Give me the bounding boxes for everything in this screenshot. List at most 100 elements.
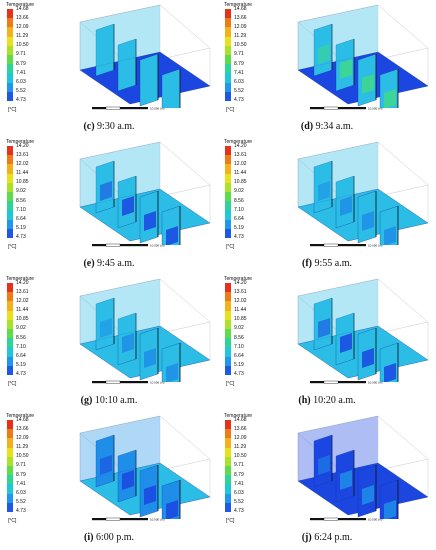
scale-seg: [323, 243, 339, 247]
color-bar-segment: [7, 328, 13, 339]
back-wall: [297, 141, 379, 208]
temperature-patch: [362, 211, 374, 231]
color-bar-segment: [7, 201, 13, 211]
color-bar-segment: [7, 456, 13, 466]
scale-bar: 10.000 (m): [310, 243, 383, 247]
scale-end-label: 10.000 (m): [150, 243, 165, 247]
legend-tick-label: 13.66: [16, 15, 29, 22]
legend-title: Temperature: [224, 139, 253, 145]
legend-title: Temperature: [224, 276, 253, 282]
scale-end-label: 10.000 (m): [368, 380, 383, 384]
legend-unit: [°C]: [8, 381, 17, 387]
legend-tick-label: 9.71: [234, 51, 244, 58]
legend-tick-label: 8.79: [16, 471, 26, 478]
color-bar-segment: [225, 27, 231, 37]
legend-tick-label: 10.50: [234, 42, 247, 49]
caption: (c) 9:30 a.m.: [0, 121, 218, 133]
scale-seg: [105, 106, 121, 110]
temperature-patch: [166, 226, 178, 245]
panel-d: Temperature 14.68 13.66 12.09 11.29 10.50 9.7…: [218, 0, 436, 137]
scale-seg: [310, 381, 324, 384]
color-bar-segment: [225, 292, 231, 302]
temperature-patch: [362, 485, 374, 505]
color-bar-segment: [7, 173, 13, 183]
temperature-patch: [384, 226, 396, 245]
panel-i: Temperature 14.68 13.66 12.09 11.29 10.50 9.7…: [0, 411, 218, 548]
scale-seg: [338, 107, 366, 110]
legend-tick-label: 9.02: [16, 188, 26, 195]
model-geometry: [297, 415, 429, 519]
temperature-patch: [384, 89, 396, 108]
legend-title: Temperature: [6, 276, 35, 282]
color-bar-segment: [225, 502, 231, 512]
scale-seg: [105, 380, 121, 384]
color-bar-segment: [7, 182, 13, 192]
color-bar-segment: [7, 502, 13, 512]
color-bar-segment: [225, 228, 231, 238]
panel-g: Temperature 14.20 13.61 12.02 11.44 10.85 9.0…: [0, 274, 218, 411]
caption-time: 10:20 a.m.: [313, 395, 356, 406]
legend-ticks: 14.20 13.61 12.02 11.44 10.85 9.02 8.56 7.10 6.6…: [234, 144, 247, 240]
legend-tick-label: 11.29: [234, 444, 247, 451]
building-model: [297, 141, 429, 245]
scale-seg: [310, 107, 324, 110]
temperature-patch: [122, 333, 134, 353]
color-bar-segment: [225, 219, 231, 229]
legend-tick-label: 14.20: [234, 280, 247, 286]
caption-letter: (f): [302, 258, 312, 269]
caption: (h) 10:20 a.m.: [218, 395, 436, 407]
scale-seg: [105, 517, 121, 521]
legend-unit: [°C]: [226, 244, 235, 250]
caption: (f) 9:55 a.m.: [218, 258, 436, 270]
scale-end-label: 10.000 (m): [150, 380, 165, 384]
caption: (i) 6:00 p.m.: [0, 532, 218, 544]
panel-c: Temperature 14.68 13.66 12.09 11.29 10.50 9.7…: [0, 0, 218, 137]
scale-seg: [92, 518, 106, 521]
legend-tick-label: 10.85: [234, 179, 247, 186]
legend-tick-label: 4.73: [16, 96, 26, 103]
caption-time: 10:10 a.m.: [94, 395, 138, 406]
caption-letter: (c): [83, 121, 95, 132]
color-bar-segment: [225, 420, 231, 430]
legend-tick-label: 4.73: [16, 507, 26, 514]
color-bar-segment: [225, 36, 231, 46]
color-bar-segment: [225, 82, 231, 92]
color-bar-segment: [225, 54, 231, 65]
color-bar: [7, 283, 13, 375]
legend-tick-label: 13.66: [16, 426, 29, 433]
legend-tick-label: 12.02: [16, 298, 29, 305]
legend-tick-label: 14.68: [16, 6, 29, 12]
temperature-patch: [100, 318, 112, 338]
legend-tick-label: 8.79: [234, 471, 244, 478]
legend-ticks: 14.68 13.66 12.09 11.29 10.50 9.71 8.79 7.41 6.0…: [16, 418, 29, 514]
color-bar-segment: [7, 465, 13, 476]
scale-seg: [310, 518, 324, 521]
legend-tick-label: 13.61: [234, 152, 247, 159]
legend-tick-label: 10.85: [234, 316, 247, 323]
legend-tick-label: 14.20: [234, 143, 247, 149]
color-bar-segment: [7, 493, 13, 503]
legend-ticks: 14.20 13.61 12.02 11.44 10.85 9.02 8.56 7.10 6.6…: [16, 281, 29, 377]
color-bar-segment: [225, 283, 231, 293]
legend-tick-label: 13.61: [234, 289, 247, 296]
color-bar-segment: [7, 228, 13, 238]
scale-seg: [120, 244, 148, 247]
color-bar-segment: [225, 182, 231, 192]
building-model: [297, 415, 429, 519]
scale-bar: 10.000 (m): [92, 243, 165, 247]
legend-unit: [°C]: [8, 244, 17, 250]
legend-tick-label: 14.20: [16, 143, 29, 149]
legend-tick-label: 6.03: [16, 489, 26, 496]
scale-seg: [105, 243, 121, 247]
model-geometry: [297, 141, 429, 245]
color-bar-segment: [7, 210, 13, 220]
scale-seg: [310, 244, 324, 247]
legend-tick-label: 10.50: [16, 42, 29, 49]
legend-tick-label: 12.02: [16, 161, 29, 168]
caption-letter: (e): [83, 258, 95, 269]
scale-bar: 10.000 (m): [310, 380, 383, 384]
color-bar-segment: [225, 347, 231, 357]
legend-tick-label: 5.19: [16, 224, 26, 231]
temperature-patch: [318, 455, 330, 475]
color-bar-segment: [7, 301, 13, 311]
